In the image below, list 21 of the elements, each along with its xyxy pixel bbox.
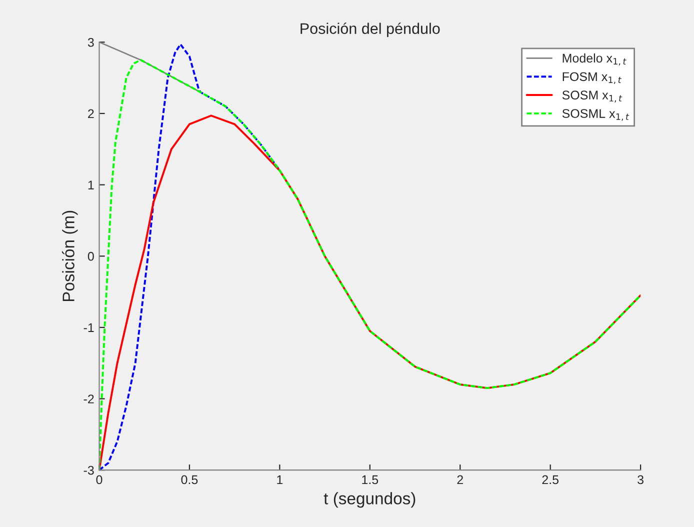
x-tick-label: 3 bbox=[638, 475, 644, 484]
legend-label: Modelo x$_{1,t}$ bbox=[562, 53, 626, 66]
legend-label: FOSM x$_{1,t}$ bbox=[562, 72, 622, 84]
x-tick-label: 1.5 bbox=[362, 475, 378, 484]
x-tick-label: 2 bbox=[457, 475, 463, 484]
y-tick-label: -3 bbox=[84, 466, 94, 475]
y-tick-label: -2 bbox=[84, 394, 94, 404]
y-axis-title: Posición (m) bbox=[62, 210, 78, 302]
y-tick-label: 3 bbox=[88, 38, 94, 47]
x-axis-title: t (segundos) bbox=[324, 492, 416, 508]
x-tick-label: 1 bbox=[277, 475, 283, 484]
x-tick-label: 0 bbox=[96, 475, 102, 484]
legend-label: SOSM x$_{1,t}$ bbox=[562, 90, 622, 102]
y-tick-label: -1 bbox=[84, 323, 94, 332]
y-tick-label: 2 bbox=[88, 109, 94, 118]
chart-title: Posición del péndulo bbox=[300, 22, 440, 37]
y-tick-label: 1 bbox=[88, 180, 94, 190]
x-tick-label: 0.5 bbox=[181, 475, 198, 484]
legend-label: SOSML x$_{1,t}$ bbox=[562, 109, 630, 121]
y-tick-label: 0 bbox=[88, 252, 94, 261]
x-tick-label: 2.5 bbox=[542, 475, 559, 484]
